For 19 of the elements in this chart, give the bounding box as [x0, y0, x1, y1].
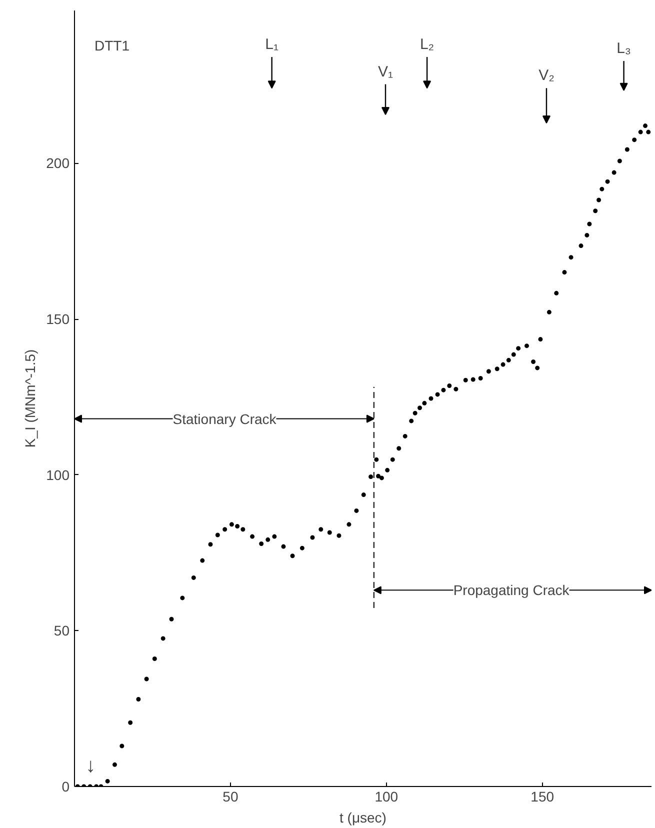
x-tick-label: 150 — [530, 788, 554, 804]
y-tick-label: 150 — [46, 311, 70, 328]
y-tick-label: 50 — [54, 622, 70, 639]
y-tick-label: 200 — [46, 155, 70, 172]
annotation: L₃ — [616, 40, 632, 58]
x-tick-label: 100 — [374, 788, 398, 804]
annotation: Stationary Crack — [172, 410, 278, 427]
x-tick-label: 50 — [222, 788, 238, 804]
annotation: L₁ — [265, 36, 279, 54]
annotation: V₁ — [378, 63, 394, 80]
annotation: ↓ — [86, 755, 96, 778]
y-tick-label: 100 — [46, 466, 70, 483]
annotation: Propagating Crack — [453, 582, 570, 598]
annotation: V₂ — [538, 67, 555, 84]
y-axis-title: K_I (MNm^-1.5) — [22, 349, 38, 448]
x-axis-title: t (μsec) — [340, 810, 386, 826]
y-tick-label: 0 — [62, 778, 70, 794]
annotation: L₂ — [420, 36, 434, 54]
text: DTT1 — [94, 38, 130, 54]
